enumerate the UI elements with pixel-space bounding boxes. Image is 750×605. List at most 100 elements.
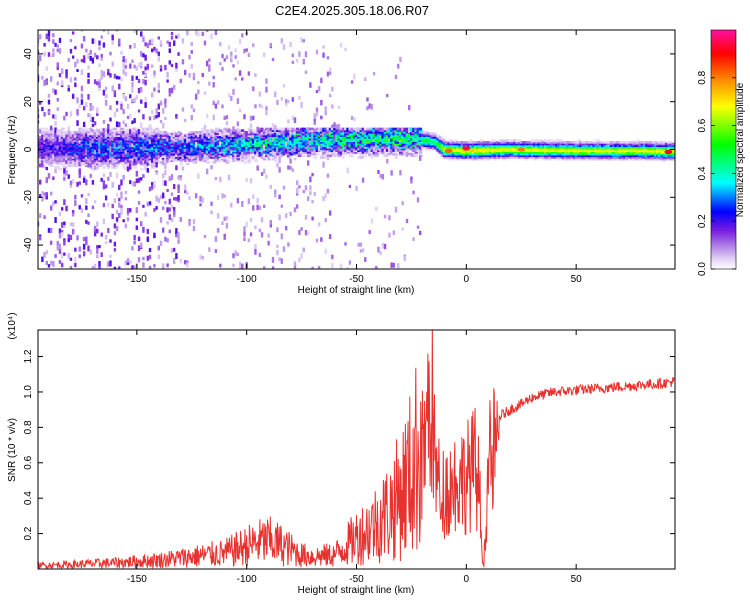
spectrogram-cell (291, 131, 295, 134)
spectrogram-cell (188, 149, 193, 153)
spectrogram-cell (473, 141, 478, 144)
spectrogram-cell (537, 156, 541, 159)
spectrogram-cell (218, 129, 223, 132)
spectrogram-cell (82, 151, 87, 154)
spectrogram-cell (100, 127, 105, 131)
spectrogram-cell (216, 152, 221, 156)
spectrogram-cell (131, 147, 136, 151)
spectrogram-cell (51, 139, 56, 142)
spectrogram-cell (561, 157, 565, 161)
spectrogram-noise-cell (326, 71, 330, 77)
spectrogram-noise-cell (65, 157, 68, 163)
spectrogram-noise-cell (131, 87, 134, 93)
spectrogram-cell (372, 142, 377, 146)
spectrogram-cell (368, 146, 372, 149)
spectrogram-cell (122, 134, 127, 137)
spectrogram-cell (574, 149, 579, 153)
spectrogram-cell (300, 149, 305, 153)
spectrogram-noise-cell (192, 108, 196, 113)
spectrogram-cell (131, 132, 135, 136)
spectrogram-cell (363, 127, 368, 131)
spectrogram-cell (201, 129, 206, 132)
spectrogram-cell (106, 164, 111, 168)
spectrogram-cell (541, 144, 546, 148)
spectrogram-noise-cell (162, 206, 165, 211)
spectrogram-cell (568, 144, 572, 148)
spectrogram-cell (350, 127, 354, 131)
spectrogram-noise-cell (115, 108, 119, 112)
spectrogram-cell (548, 141, 553, 144)
spectrogram-noise-cell (208, 67, 211, 72)
spectrogram-cell (201, 127, 205, 131)
spectrogram-noise-cell (80, 93, 84, 99)
spectrogram-cell (456, 146, 460, 149)
spectrogram-cell (401, 144, 406, 148)
spectrogram-cell (43, 151, 48, 154)
spectrogram-noise-cell (278, 214, 281, 221)
spectrogram-cell (287, 146, 291, 149)
spectrogram-cell (554, 142, 559, 146)
spectrogram-cell (524, 156, 528, 159)
spectrogram-cell (153, 132, 157, 136)
spectrogram-cell (174, 154, 179, 158)
spectrogram-cell (297, 149, 302, 153)
spectrogram-cell (133, 144, 137, 148)
spectrogram-noise-cell (269, 220, 273, 225)
spectrogram-cell (563, 142, 568, 146)
spectrogram-noise-cell (56, 81, 59, 86)
spectrogram-cell (311, 132, 315, 136)
spectrogram-cell (102, 132, 107, 136)
spectrogram-cell (45, 152, 49, 156)
spectrogram-noise-cell (109, 141, 112, 147)
spectrogram-cell (346, 131, 350, 134)
spectrogram-cell (126, 132, 131, 136)
spectrogram-noise-cell (124, 71, 128, 77)
spectrogram-cell (372, 139, 377, 142)
spectrogram-cell (339, 141, 343, 144)
spectrogram-cell (480, 149, 485, 153)
spectrogram-cell (574, 144, 579, 148)
spectrogram-cell (300, 147, 305, 151)
spectrogram-cell (179, 137, 184, 141)
spectrogram-cell (322, 127, 327, 131)
spectrogram-cell (49, 131, 54, 134)
spectrogram-cell (418, 151, 423, 154)
spectrogram-cell (258, 134, 262, 137)
spectrogram-cell (181, 156, 185, 159)
spectrogram-cell (122, 144, 126, 148)
spectrogram-cell (115, 142, 119, 146)
spectrogram-cell (484, 156, 488, 159)
spectrogram-cell (256, 146, 260, 149)
spectrogram-noise-cell (71, 228, 75, 235)
spectrogram-cell (251, 136, 257, 139)
spectrogram-cell (579, 157, 584, 161)
spectrogram-noise-cell (142, 204, 145, 208)
spectrogram-cell (43, 144, 47, 148)
spectrogram-cell (161, 154, 166, 158)
spectrogram-cell (212, 131, 217, 134)
spectrogram-cell (196, 157, 202, 161)
spectrogram-cell (181, 146, 186, 149)
spectrogram-noise-cell (166, 221, 169, 225)
spectrogram-cell (524, 142, 528, 146)
spectrogram-cell (78, 144, 83, 148)
spectrogram-cell (188, 144, 193, 148)
spectrogram-cell (65, 142, 69, 146)
spectrogram-cell (218, 151, 224, 154)
spectrogram-cell (574, 157, 579, 161)
spectrogram-cell (137, 139, 142, 142)
spectrogram-cell (212, 134, 216, 137)
spectrogram-cell (506, 151, 511, 154)
spectrogram-cell (390, 139, 394, 142)
spectrogram-cell (363, 147, 369, 151)
spectrogram-cell (276, 144, 280, 148)
spectrogram-noise-cell (137, 201, 141, 205)
spectrogram-cell (392, 127, 396, 131)
spectrogram-cell (372, 129, 376, 132)
spectrogram-cell (308, 144, 312, 148)
spectrogram-noise-cell (331, 104, 334, 109)
spectrogram-cell (45, 142, 49, 146)
spectrogram-noise-cell (227, 145, 231, 151)
spectrogram-cell (170, 154, 175, 158)
spectrogram-cell (148, 134, 152, 137)
